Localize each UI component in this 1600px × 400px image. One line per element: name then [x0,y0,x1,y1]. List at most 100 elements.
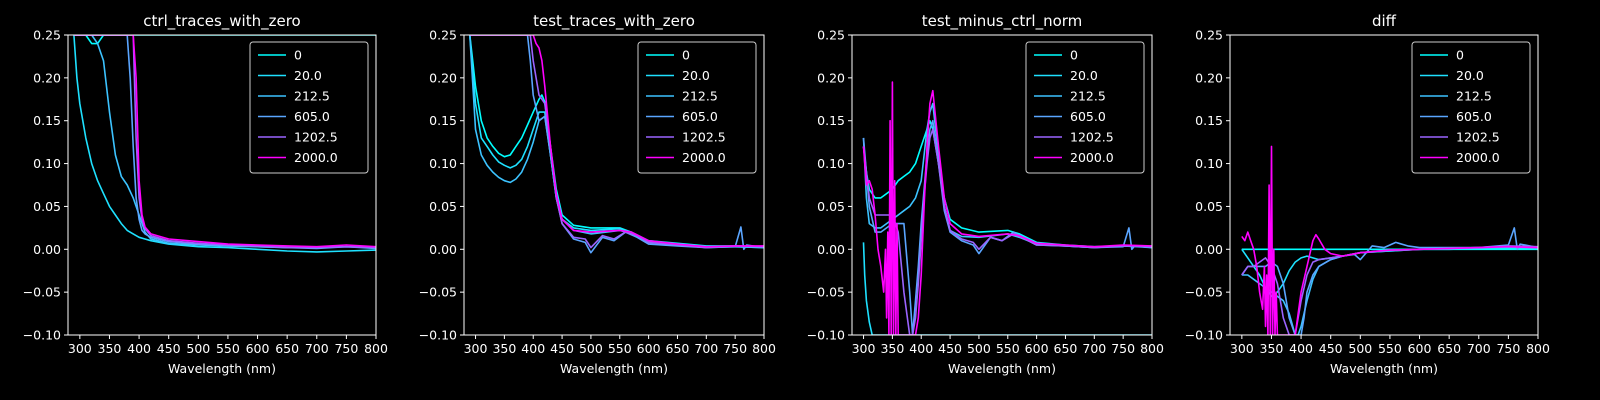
y-tick-label: −0.05 [1185,285,1223,300]
x-tick-label: 750 [723,341,747,356]
axes-frame [1229,34,1539,336]
series-line-0 [862,119,1152,248]
legend-entry: 605.0 [294,109,330,124]
x-tick-label: 350 [1260,341,1284,356]
y-tick-label: 0.25 [429,28,457,43]
axes-frame [851,34,1153,336]
chart-title: diff [1372,12,1397,30]
chart-title: test_minus_ctrl_norm [922,12,1083,31]
legend-entry: 20.0 [682,68,710,83]
y-tick-label: 0.05 [429,199,457,214]
chart-title: ctrl_traces_with_zero [143,12,300,31]
x-tick-label: 600 [246,341,270,356]
series-line-1202.5 [73,35,376,249]
y-tick-label: 0.10 [429,156,457,171]
series-line-2000.0 [469,35,764,248]
x-axis-label: Wavelength (nm) [948,361,1056,376]
x-tick-label: 350 [880,341,904,356]
legend-entry: 0 [294,48,302,63]
x-tick-label: 450 [1319,341,1343,356]
chart-panel-1: 300 350 400 450 500 550 600 650 700 750 800 −0.10 −0… [23,12,388,376]
y-tick-label: 0.10 [817,156,845,171]
x-axis-label: Wavelength (nm) [560,361,668,376]
x-tick-label: 300 [852,341,876,356]
legend: 0 20.0 212.5 605.0 1202.5 2000.0 [249,41,369,174]
y-tick-label: 0.20 [33,70,61,85]
x-tick-label: 600 [1408,341,1432,356]
legend-entry: 20.0 [1456,68,1484,83]
legend-entry: 1202.5 [682,130,726,145]
y-tick-label: −0.10 [1185,328,1223,343]
y-tick-label: 0.25 [1195,28,1223,43]
legend-entry: 1202.5 [1456,130,1500,145]
y-tick-label: 0.15 [429,113,457,128]
series-line-20.0 [73,35,376,253]
x-tick-label: 700 [305,341,329,356]
y-tick-label: 0.00 [33,242,61,257]
x-tick-label: 550 [608,341,632,356]
x-tick-label: 450 [550,341,574,356]
legend-entry: 212.5 [1070,89,1106,104]
x-tick-label: 750 [1496,341,1520,356]
x-tick-label: 350 [492,341,516,356]
x-axis-label: Wavelength (nm) [1330,361,1438,376]
x-tick-label: 300 [464,341,488,356]
legend-entry: 1202.5 [1070,130,1114,145]
y-tick-label: 0.00 [1195,242,1223,257]
x-tick-label: 500 [579,341,603,356]
chart-panel-4: 300 350 400 450 500 550 600 650 700 750 800 −0.10 −0… [1185,12,1550,376]
x-tick-label: 500 [967,341,991,356]
y-tick-label: 0.00 [817,242,845,257]
axes-frame [463,34,765,336]
series-line-2000.0 [73,35,376,248]
legend-entry: 2000.0 [1456,150,1500,165]
y-tick-label: 0.15 [817,113,845,128]
legend-entry: 1202.5 [294,130,338,145]
x-tick-label: 800 [1526,341,1550,356]
x-tick-label: 300 [1230,341,1254,356]
y-tick-label: 0.20 [817,70,845,85]
x-tick-label: 400 [521,341,545,356]
x-tick-label: 750 [1111,341,1135,356]
y-tick-label: 0.05 [1195,199,1223,214]
y-tick-label: 0.10 [1195,156,1223,171]
legend: 0 20.0 212.5 605.0 1202.5 2000.0 [637,41,757,174]
y-tick-label: −0.10 [419,328,457,343]
series-line-1202.5 [469,35,764,249]
legend-entry: 0 [1070,48,1078,63]
x-tick-label: 800 [364,341,388,356]
y-tick-label: 0.10 [33,156,61,171]
x-tick-label: 800 [752,341,776,356]
x-tick-label: 650 [275,341,299,356]
legend-entry: 2000.0 [294,150,338,165]
x-tick-label: 650 [666,341,690,356]
x-tick-label: 350 [98,341,122,356]
legend-entry: 605.0 [1070,109,1106,124]
y-tick-label: −0.05 [23,285,61,300]
legend-entry: 2000.0 [1070,150,1114,165]
series-group [469,35,764,254]
series-group [1241,145,1538,335]
y-tick-label: 0.25 [33,28,61,43]
chart-title: test_traces_with_zero [533,12,695,31]
x-axis-label: Wavelength (nm) [168,361,276,376]
chart-panel-3: 300 350 400 450 500 550 600 650 700 750 800 −0.10 −0… [807,12,1164,376]
y-tick-label: 0.00 [429,242,457,257]
x-tick-label: 450 [938,341,962,356]
series-line-0 [73,35,376,45]
x-tick-label: 650 [1437,341,1461,356]
legend-entry: 212.5 [1456,89,1492,104]
legend-entry: 20.0 [1070,68,1098,83]
x-tick-label: 700 [1082,341,1106,356]
y-tick-label: 0.20 [1195,70,1223,85]
legend-entry: 0 [1456,48,1464,63]
y-tick-label: −0.05 [419,285,457,300]
x-tick-label: 500 [1348,341,1372,356]
legend: 0 20.0 212.5 605.0 1202.5 2000.0 [1025,41,1145,174]
x-tick-label: 800 [1140,341,1164,356]
legend-entry: 212.5 [294,89,330,104]
y-tick-label: 0.05 [817,199,845,214]
legend-entry: 20.0 [294,68,322,83]
y-tick-label: 0.25 [817,28,845,43]
